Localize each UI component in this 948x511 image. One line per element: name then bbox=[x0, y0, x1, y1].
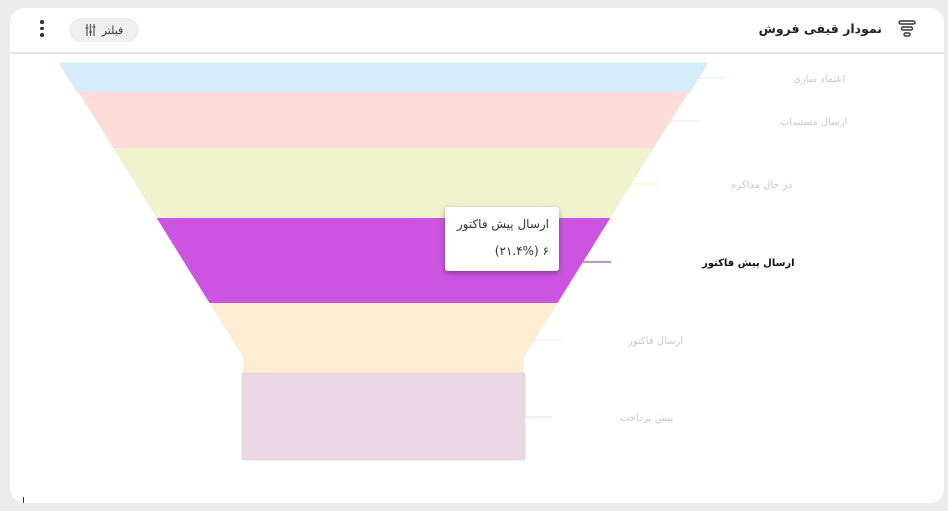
chart-title: نمودار قیفی فروش bbox=[758, 21, 882, 36]
segment-label: در حال مذاکره bbox=[731, 180, 792, 191]
more-vertical-icon[interactable] bbox=[38, 20, 46, 40]
funnel-segment[interactable] bbox=[78, 92, 689, 148]
resize-handle[interactable] bbox=[23, 497, 32, 503]
segment-label: اعتماد سازی bbox=[793, 74, 845, 85]
funnel-chart-card: نمودار قیفی فروش فیلتر اعتماد سازی ارسال … bbox=[10, 8, 944, 503]
segment-label: ارسال مستندات bbox=[780, 117, 847, 128]
tooltip-label: ارسال پیش فاکتور bbox=[456, 217, 549, 231]
segment-label: ارسال پیش فاکتور bbox=[701, 258, 795, 269]
sliders-icon bbox=[85, 24, 96, 36]
funnel-chart: اعتماد سازی ارسال مستندات در حال مذاکره ارس… bbox=[59, 62, 847, 461]
card-header: نمودار قیفی فروش فیلتر bbox=[10, 8, 944, 54]
segment-label: پیش پرداخت bbox=[620, 413, 673, 424]
filter-button[interactable]: فیلتر bbox=[69, 18, 139, 42]
tooltip-value: ۶ (۲۱.۴%) bbox=[494, 244, 549, 258]
chart-tooltip: ارسال پیش فاکتور ۶ (۲۱.۴%) bbox=[445, 207, 559, 271]
funnel-segment[interactable] bbox=[59, 62, 708, 94]
funnel-icon bbox=[898, 20, 916, 37]
segment-label: ارسال فاکتور bbox=[627, 336, 683, 347]
filter-label: فیلتر bbox=[101, 23, 124, 37]
funnel-segment[interactable] bbox=[241, 372, 526, 461]
funnel-segment[interactable] bbox=[113, 148, 654, 218]
funnel-segment[interactable] bbox=[209, 303, 558, 374]
